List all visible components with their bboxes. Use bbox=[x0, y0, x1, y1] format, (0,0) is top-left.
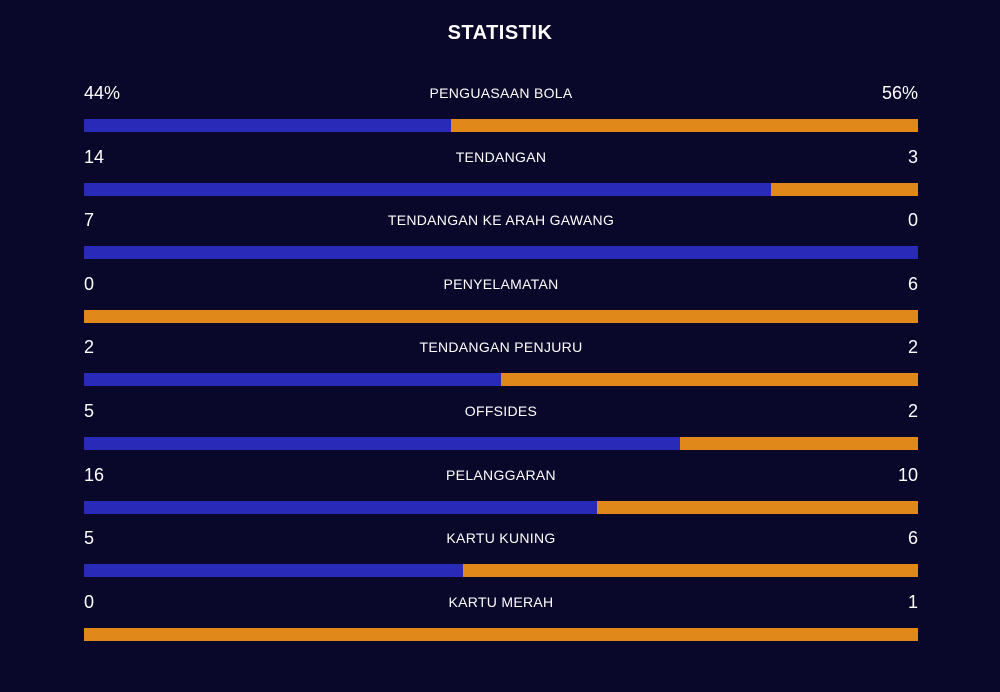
away-value: 1 bbox=[907, 591, 918, 612]
home-value: 5 bbox=[84, 400, 95, 421]
home-bar-segment bbox=[84, 500, 598, 514]
comparison-bar bbox=[84, 373, 918, 387]
away-value: 2 bbox=[907, 337, 918, 358]
away-bar-segment bbox=[770, 182, 918, 196]
stat-row-red-cards: 0 KARTU MERAH 1 bbox=[84, 589, 918, 653]
home-value: 16 bbox=[84, 464, 105, 485]
home-bar-segment bbox=[84, 436, 680, 450]
stat-row-possession: 44% PENGUASAAN BOLA 56% bbox=[84, 80, 918, 144]
comparison-bar bbox=[84, 500, 918, 514]
stat-label: KARTU MERAH bbox=[448, 593, 554, 610]
stat-label: PELANGGARAN bbox=[446, 466, 556, 483]
away-value: 56% bbox=[881, 83, 918, 103]
home-value: 7 bbox=[84, 210, 95, 231]
home-bar-segment bbox=[84, 246, 918, 260]
stat-row-saves: 0 PENYELAMATAN 6 bbox=[84, 271, 918, 335]
comparison-bar bbox=[84, 436, 918, 450]
home-value: 0 bbox=[84, 273, 95, 294]
comparison-bar bbox=[84, 182, 918, 196]
stat-row-fouls: 16 PELANGGARAN 10 bbox=[84, 462, 918, 526]
home-value: 0 bbox=[84, 591, 95, 612]
away-bar-segment bbox=[463, 564, 918, 578]
comparison-bar bbox=[84, 119, 918, 132]
away-value: 6 bbox=[907, 528, 918, 549]
away-value: 2 bbox=[907, 400, 918, 421]
comparison-bar bbox=[84, 309, 918, 323]
away-bar-segment bbox=[597, 500, 918, 514]
comparison-bar bbox=[84, 246, 918, 260]
home-bar-segment bbox=[84, 119, 451, 132]
stat-row-shots: 14 TENDANGAN 3 bbox=[84, 144, 918, 208]
away-value: 6 bbox=[907, 273, 918, 294]
stat-row-offsides: 5 OFFSIDES 2 bbox=[84, 398, 918, 462]
home-bar-segment bbox=[84, 564, 464, 578]
panel-title: STATISTIK bbox=[447, 22, 553, 44]
stat-label: PENGUASAAN BOLA bbox=[429, 85, 573, 101]
away-bar-segment bbox=[450, 119, 918, 132]
away-bar-segment bbox=[84, 627, 918, 641]
away-bar-segment bbox=[679, 436, 918, 450]
away-bar-segment bbox=[501, 373, 918, 387]
stat-label: OFFSIDES bbox=[464, 402, 538, 419]
stats-list: 44% PENGUASAAN BOLA 56% 14 TENDANGAN 3 bbox=[84, 80, 918, 652]
home-value: 44% bbox=[84, 83, 121, 103]
home-value: 5 bbox=[84, 528, 95, 549]
stat-label: PENYELAMATAN bbox=[443, 275, 559, 292]
away-value: 0 bbox=[907, 210, 918, 231]
stat-label: TENDANGAN KE ARAH GAWANG bbox=[387, 212, 615, 229]
comparison-bar bbox=[84, 627, 918, 641]
home-value: 2 bbox=[84, 337, 95, 358]
stat-label: KARTU KUNING bbox=[446, 530, 556, 547]
away-value: 10 bbox=[897, 464, 918, 485]
stat-label: TENDANGAN bbox=[455, 148, 547, 165]
stat-label: TENDANGAN PENJURU bbox=[419, 339, 583, 356]
away-value: 3 bbox=[907, 146, 918, 167]
stat-row-corners: 2 TENDANGAN PENJURU 2 bbox=[84, 334, 918, 398]
home-bar-segment bbox=[84, 182, 771, 196]
away-bar-segment bbox=[84, 309, 918, 323]
comparison-bar bbox=[84, 564, 918, 578]
home-bar-segment bbox=[84, 373, 501, 387]
home-value: 14 bbox=[84, 146, 105, 167]
stat-row-shots-on-target: 7 TENDANGAN KE ARAH GAWANG 0 bbox=[84, 207, 918, 271]
stat-row-yellow-cards: 5 KARTU KUNING 6 bbox=[84, 525, 918, 589]
